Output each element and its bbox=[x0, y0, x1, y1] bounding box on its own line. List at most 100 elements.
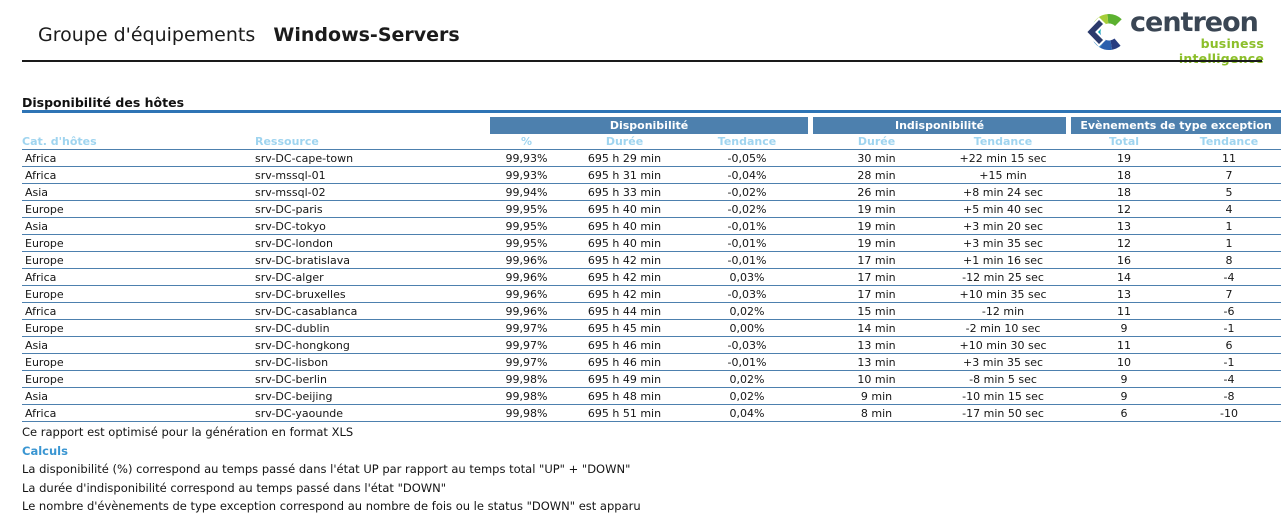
cell-unavailability-trend: -2 min 10 sec bbox=[940, 319, 1067, 337]
table-row: Asia srv-DC-hongkong 99,97% 695 h 46 min -0,… bbox=[22, 336, 1282, 354]
cell-gap bbox=[1066, 404, 1072, 422]
cell-gap bbox=[808, 336, 814, 354]
cell-unavailability-duration: 28 min bbox=[813, 166, 941, 184]
cell-gap bbox=[1066, 234, 1072, 252]
cell-availability-pct: 99,98% bbox=[490, 404, 563, 422]
page-title: Groupe d'équipements Windows-Servers bbox=[38, 24, 460, 46]
cell-unavailability-duration: 17 min bbox=[813, 251, 941, 269]
cell-resource: srv-DC-alger bbox=[255, 268, 490, 286]
col-header-resource: Ressource bbox=[255, 134, 490, 150]
cell-availability-pct: 99,97% bbox=[490, 319, 563, 337]
group-header-spacer bbox=[22, 117, 490, 134]
cell-exception-trend: 1 bbox=[1177, 234, 1282, 252]
cell-unavailability-trend: +10 min 35 sec bbox=[940, 285, 1067, 303]
section-title-underline bbox=[22, 110, 1281, 113]
col-header-exception-total: Total bbox=[1071, 134, 1178, 150]
calc-title: Calculs bbox=[22, 443, 68, 458]
cell-host-category: Asia bbox=[22, 217, 255, 235]
cell-gap bbox=[1066, 302, 1072, 320]
cell-host-category: Asia bbox=[22, 336, 255, 354]
table-row: Europe srv-DC-dublin 99,97% 695 h 45 min 0,0… bbox=[22, 319, 1282, 337]
cell-host-category: Africa bbox=[22, 166, 255, 184]
xls-note: Ce rapport est optimisé pour la générati… bbox=[22, 425, 354, 439]
cell-unavailability-duration: 19 min bbox=[813, 200, 941, 218]
cell-exception-total: 11 bbox=[1071, 336, 1178, 354]
cell-availability-duration: 695 h 31 min bbox=[563, 166, 686, 184]
cell-host-category: Africa bbox=[22, 268, 255, 286]
cell-unavailability-trend: +1 min 16 sec bbox=[940, 251, 1067, 269]
cell-resource: srv-DC-cape-town bbox=[255, 149, 490, 167]
cell-resource: srv-DC-paris bbox=[255, 200, 490, 218]
cell-host-category: Africa bbox=[22, 404, 255, 422]
cell-gap bbox=[808, 370, 814, 388]
cell-availability-duration: 695 h 42 min bbox=[563, 268, 686, 286]
cell-availability-trend: 0,02% bbox=[686, 302, 809, 320]
cell-availability-pct: 99,96% bbox=[490, 302, 563, 320]
cell-unavailability-trend: -12 min bbox=[940, 302, 1067, 320]
cell-availability-duration: 695 h 29 min bbox=[563, 149, 686, 167]
cell-exception-trend: 1 bbox=[1177, 217, 1282, 235]
cell-gap bbox=[1066, 336, 1072, 354]
cell-unavailability-duration: 10 min bbox=[813, 370, 941, 388]
cell-unavailability-duration: 13 min bbox=[813, 336, 941, 354]
cell-resource: srv-DC-london bbox=[255, 234, 490, 252]
cell-availability-pct: 99,98% bbox=[490, 387, 563, 405]
page-title-prefix: Groupe d'équipements bbox=[38, 24, 256, 46]
cell-exception-total: 13 bbox=[1071, 217, 1178, 235]
cell-host-category: Europe bbox=[22, 319, 255, 337]
cell-resource: srv-DC-tokyo bbox=[255, 217, 490, 235]
group-header-row: Disponibilité Indisponibilité Evènements… bbox=[22, 117, 1282, 134]
cell-resource: srv-DC-bruxelles bbox=[255, 285, 490, 303]
cell-availability-trend: 0,03% bbox=[686, 268, 809, 286]
cell-unavailability-trend: +5 min 40 sec bbox=[940, 200, 1067, 218]
cell-availability-pct: 99,97% bbox=[490, 353, 563, 371]
cell-resource: srv-DC-bratislava bbox=[255, 251, 490, 269]
cell-unavailability-duration: 17 min bbox=[813, 285, 941, 303]
group-header-exceptions: Evènements de type exception bbox=[1071, 117, 1282, 134]
centreon-logo: centreon business intelligence bbox=[1084, 8, 1264, 66]
cell-gap bbox=[1066, 183, 1072, 201]
cell-exception-total: 9 bbox=[1071, 370, 1178, 388]
cell-host-category: Africa bbox=[22, 302, 255, 320]
col-header-exception-trend: Tendance bbox=[1177, 134, 1282, 150]
cell-unavailability-duration: 19 min bbox=[813, 217, 941, 235]
cell-exception-total: 18 bbox=[1071, 166, 1178, 184]
cell-exception-trend: -1 bbox=[1177, 353, 1282, 371]
cell-availability-duration: 695 h 44 min bbox=[563, 302, 686, 320]
cell-exception-total: 13 bbox=[1071, 285, 1178, 303]
cell-gap bbox=[1066, 200, 1072, 218]
cell-resource: srv-DC-beijing bbox=[255, 387, 490, 405]
cell-gap bbox=[808, 404, 814, 422]
table-row: Africa srv-mssql-01 99,93% 695 h 31 min -0,0… bbox=[22, 166, 1282, 184]
cell-availability-trend: 0,02% bbox=[686, 370, 809, 388]
cell-host-category: Europe bbox=[22, 251, 255, 269]
cell-exception-trend: 7 bbox=[1177, 285, 1282, 303]
host-availability-table: Disponibilité Indisponibilité Evènements… bbox=[22, 117, 1282, 422]
cell-gap bbox=[808, 302, 814, 320]
centreon-logo-text: centreon business intelligence bbox=[1130, 8, 1264, 67]
cell-availability-pct: 99,95% bbox=[490, 217, 563, 235]
cell-gap bbox=[1066, 166, 1072, 184]
cell-gap bbox=[1066, 319, 1072, 337]
centreon-c-icon bbox=[1084, 14, 1122, 51]
cell-availability-pct: 99,94% bbox=[490, 183, 563, 201]
col-gap bbox=[808, 134, 814, 150]
cell-availability-trend: -0,03% bbox=[686, 285, 809, 303]
cell-gap bbox=[808, 319, 814, 337]
cell-resource: srv-DC-berlin bbox=[255, 370, 490, 388]
cell-unavailability-duration: 26 min bbox=[813, 183, 941, 201]
cell-exception-total: 11 bbox=[1071, 302, 1178, 320]
cell-exception-trend: 6 bbox=[1177, 336, 1282, 354]
cell-gap bbox=[808, 353, 814, 371]
cell-availability-trend: 0,04% bbox=[686, 404, 809, 422]
cell-resource: srv-mssql-01 bbox=[255, 166, 490, 184]
table-row: Africa srv-DC-alger 99,96% 695 h 42 min 0,03… bbox=[22, 268, 1282, 286]
table-row: Africa srv-DC-yaounde 99,98% 695 h 51 min 0,… bbox=[22, 404, 1282, 422]
cell-exception-total: 9 bbox=[1071, 387, 1178, 405]
cell-availability-duration: 695 h 46 min bbox=[563, 353, 686, 371]
section-title-availability: Disponibilité des hôtes bbox=[22, 95, 185, 110]
calc-line-exceptions: Le nombre d'évènements de type exception… bbox=[22, 499, 641, 514]
cell-unavailability-trend: +22 min 15 sec bbox=[940, 149, 1067, 167]
cell-exception-trend: -4 bbox=[1177, 268, 1282, 286]
cell-availability-pct: 99,96% bbox=[490, 285, 563, 303]
